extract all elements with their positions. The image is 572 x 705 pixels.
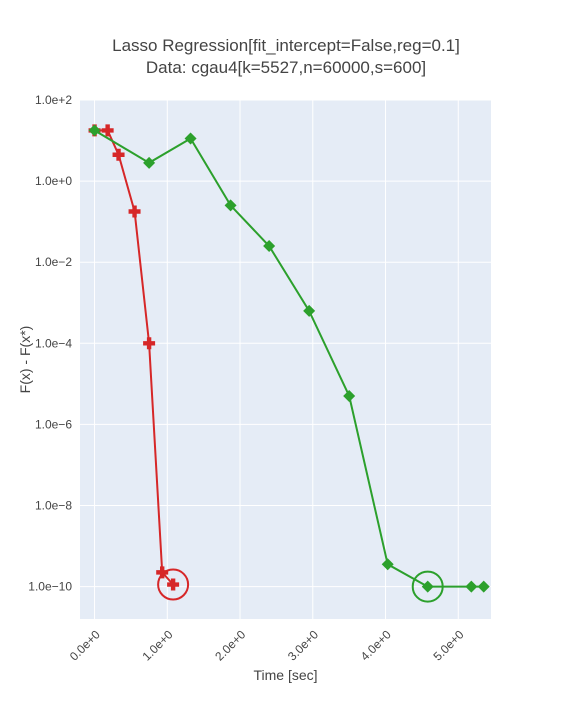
data-point xyxy=(184,132,197,145)
data-point xyxy=(156,566,169,579)
y-tick-label: 1.0e−2 xyxy=(35,255,72,269)
x-tick-label: 4.0e+0 xyxy=(358,627,394,663)
plot-area xyxy=(80,100,491,619)
data-point xyxy=(381,558,394,571)
series-1 xyxy=(88,124,190,601)
y-tick-label: 1.0e−4 xyxy=(35,336,72,350)
data-point xyxy=(224,199,237,212)
x-tick-label: 2.0e+0 xyxy=(212,627,248,663)
highlight-circle xyxy=(157,568,190,601)
x-tick-label: 1.0e+0 xyxy=(140,627,176,663)
data-point xyxy=(421,580,434,593)
data-point xyxy=(167,578,180,591)
y-tick-label: 1.0e−6 xyxy=(35,417,72,431)
series-2 xyxy=(88,124,490,603)
y-tick-label: 1.0e−8 xyxy=(35,498,72,512)
y-tick-label: 1.0e+0 xyxy=(35,174,72,188)
chart-title-line2: Data: cgau4[k=5527,n=60000,s=600] xyxy=(146,58,426,77)
data-point xyxy=(477,580,490,593)
data-point xyxy=(465,580,478,593)
data-point xyxy=(88,124,101,137)
data-point xyxy=(303,304,316,317)
data-point xyxy=(128,205,141,218)
data-point xyxy=(101,124,114,137)
series-layer xyxy=(88,124,490,603)
chart-title-line1: Lasso Regression[fit_intercept=False,reg… xyxy=(112,36,460,55)
data-point xyxy=(343,389,356,402)
data-point xyxy=(112,148,125,161)
y-tick-label: 1.0e−10 xyxy=(28,580,72,594)
highlight-circle xyxy=(411,570,444,603)
x-tick-label: 0.0e+0 xyxy=(67,627,103,663)
y-axis-label: F(x) - F(x*) xyxy=(17,326,33,394)
y-tick-labels: 1.0e+2 1.0e+0 1.0e−2 1.0e−4 1.0e−6 1.0e−8 1.0e… xyxy=(28,93,72,594)
x-axis-label: Time [sec] xyxy=(253,667,317,683)
x-tick-label: 3.0e+0 xyxy=(285,627,321,663)
x-tick-labels: 0.0e+0 1.0e+0 2.0e+0 3.0e+0 4.0e+0 5.0e+0 xyxy=(67,627,467,663)
data-point xyxy=(143,156,156,169)
y-tick-label: 1.0e+2 xyxy=(35,93,72,107)
data-point xyxy=(143,337,156,350)
data-point xyxy=(263,239,276,252)
x-tick-label: 5.0e+0 xyxy=(431,627,467,663)
